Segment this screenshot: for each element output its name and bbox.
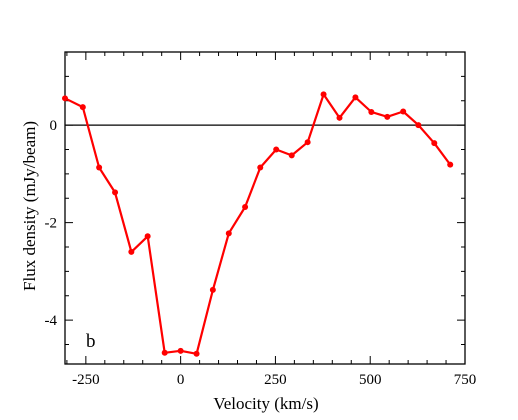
data-point [193, 350, 200, 357]
series-layer [62, 91, 454, 357]
data-point [400, 108, 407, 115]
x-tick-label: 500 [359, 372, 382, 388]
data-point [209, 286, 216, 293]
data-point [288, 152, 295, 159]
plot-border [64, 51, 466, 365]
data-point [112, 189, 119, 196]
data-point [415, 122, 422, 129]
data-point [368, 108, 375, 115]
data-point [304, 139, 311, 146]
data-point [384, 113, 391, 120]
data-point [257, 164, 264, 171]
data-point [242, 204, 249, 211]
y-tick-label: 0 [50, 118, 58, 134]
data-point [431, 140, 438, 147]
plot-frame [64, 51, 466, 365]
x-tick-label: 0 [177, 372, 185, 388]
y-tick-label: -2 [45, 216, 58, 232]
axis-ticks: -250 0 250 500 750 0 -2 -4 [45, 51, 477, 388]
data-point [320, 91, 327, 98]
data-point [177, 347, 184, 354]
data-point [352, 94, 359, 101]
data-point [79, 104, 86, 111]
series-line [64, 93, 452, 355]
x-tick-label: 750 [454, 372, 477, 388]
data-point [144, 233, 151, 240]
data-point [128, 248, 135, 255]
data-point [62, 95, 68, 102]
x-tick-label: 250 [264, 372, 287, 388]
data-point [336, 114, 343, 121]
data-point [225, 230, 232, 237]
data-point [447, 161, 454, 168]
y-tick-label: -4 [45, 313, 58, 329]
y-axis-label: Flux density (mJy/beam) [20, 121, 39, 291]
data-point [161, 349, 168, 356]
panel-label: b [86, 331, 96, 352]
x-axis-label: Velocity (km/s) [213, 394, 318, 413]
x-tick-label: -250 [72, 372, 100, 388]
data-point [96, 164, 103, 171]
data-point [273, 146, 280, 153]
